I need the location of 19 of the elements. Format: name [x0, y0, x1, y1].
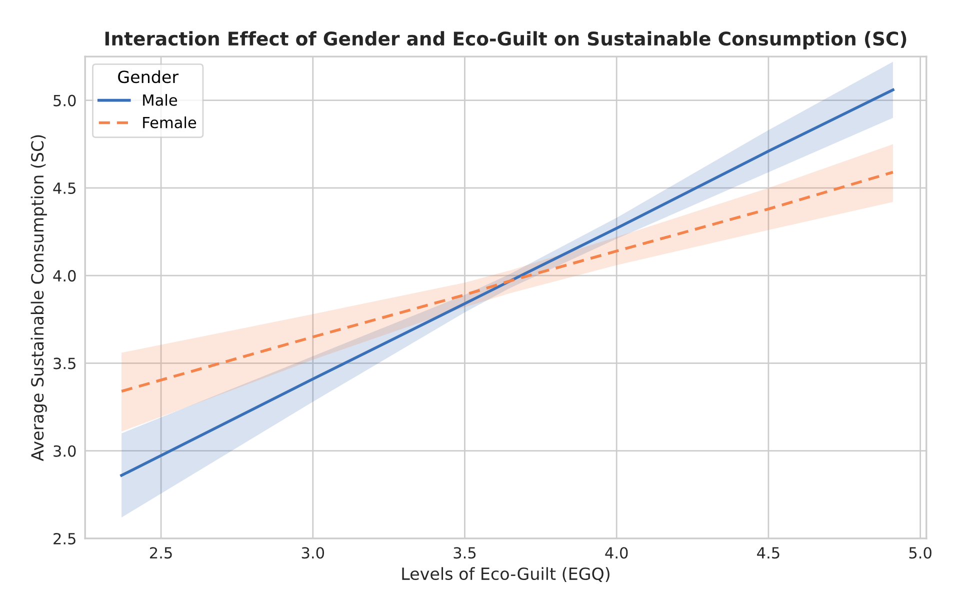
x-axis-title: Levels of Eco-Guilt (EGQ)	[402, 567, 610, 582]
legend-title: Gender	[118, 70, 179, 84]
y-tick-label: 4.0	[53, 270, 76, 282]
y-axis-title: Average Sustainable Consumption (SC)	[30, 135, 47, 462]
y-tick-label: 2.5	[54, 532, 76, 544]
y-tick-label: 3.5	[54, 358, 76, 370]
x-tick-label: 2.5	[150, 547, 172, 559]
x-tick-label: 4.5	[757, 547, 780, 559]
legend-label: Female	[143, 116, 196, 128]
chart-title: Interaction Effect of Gender and Eco-Guilt on Sustainable Consumption (SC)	[105, 31, 906, 50]
y-tick-label: 5.0	[54, 94, 76, 106]
x-tick-label: 3.5	[454, 547, 476, 559]
y-tick-label: 4.5	[53, 182, 76, 194]
x-tick-label: 5.0	[909, 547, 932, 559]
legend-label: Male	[143, 94, 177, 106]
x-tick-label: 4.0	[605, 547, 628, 559]
y-tick-label: 3.0	[54, 445, 76, 457]
line-series	[120, 170, 894, 393]
x-tick-label: 3.0	[302, 547, 324, 559]
